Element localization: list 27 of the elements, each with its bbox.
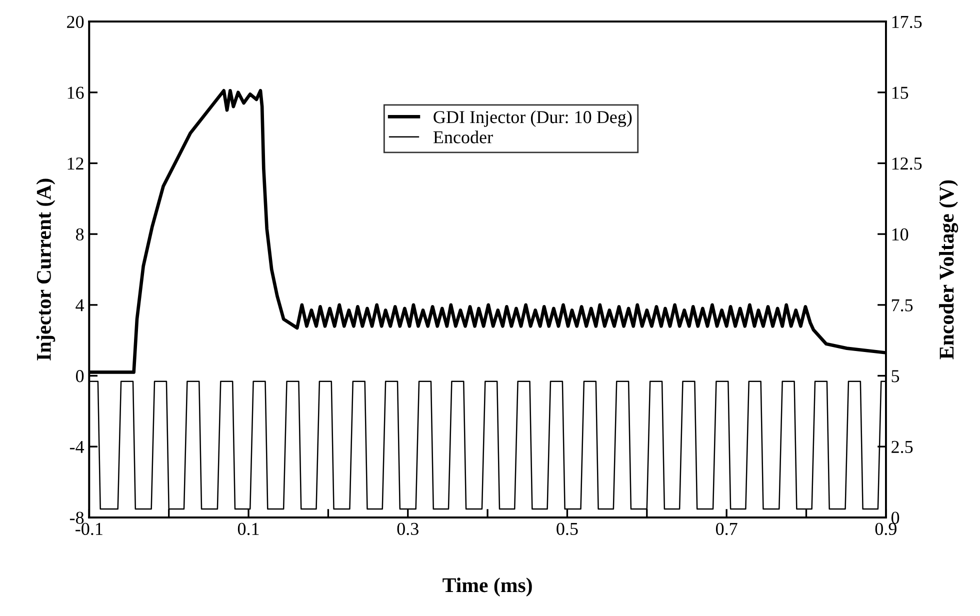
y-axis-title: Injector Current (A) <box>36 178 56 360</box>
x-axis-title: Time (ms) <box>442 578 532 596</box>
x-tick-label: 0.9 <box>875 522 896 536</box>
y-tick-label: 8 <box>76 228 84 241</box>
y2-tick-label: 15 <box>892 86 908 99</box>
x-tick-label: 0.5 <box>556 522 578 536</box>
legend-label: Encoder <box>433 130 493 144</box>
x-tick-label: 0.1 <box>238 522 259 536</box>
legend-label: GDI Injector (Dur: 10 Deg) <box>434 110 632 127</box>
y-tick-label: 20 <box>67 16 84 28</box>
y2-tick-label: 7.5 <box>892 299 913 312</box>
y2-axis-title: Encoder Voltage (V) <box>939 180 958 360</box>
y-tick-label: 0 <box>76 370 84 382</box>
y2-tick-label: 17.5 <box>892 16 922 28</box>
y-tick-label: 4 <box>76 299 84 312</box>
y-tick-label: -8 <box>70 512 84 524</box>
x-tick-label: 0.3 <box>397 522 418 536</box>
y2-tick-label: 10 <box>892 228 908 241</box>
y2-tick-label: 2.5 <box>892 440 913 454</box>
y-tick-label: -4 <box>70 440 84 453</box>
y2-tick-label: 0 <box>891 512 900 524</box>
y2-tick-label: 5 <box>892 370 900 382</box>
y-tick-label: 12 <box>68 158 84 170</box>
x-tick-label: -0.1 <box>76 522 102 536</box>
y2-tick-label: 12.5 <box>892 158 922 170</box>
x-tick-label: 0.7 <box>716 522 738 536</box>
y-tick-label: 16 <box>68 86 84 99</box>
